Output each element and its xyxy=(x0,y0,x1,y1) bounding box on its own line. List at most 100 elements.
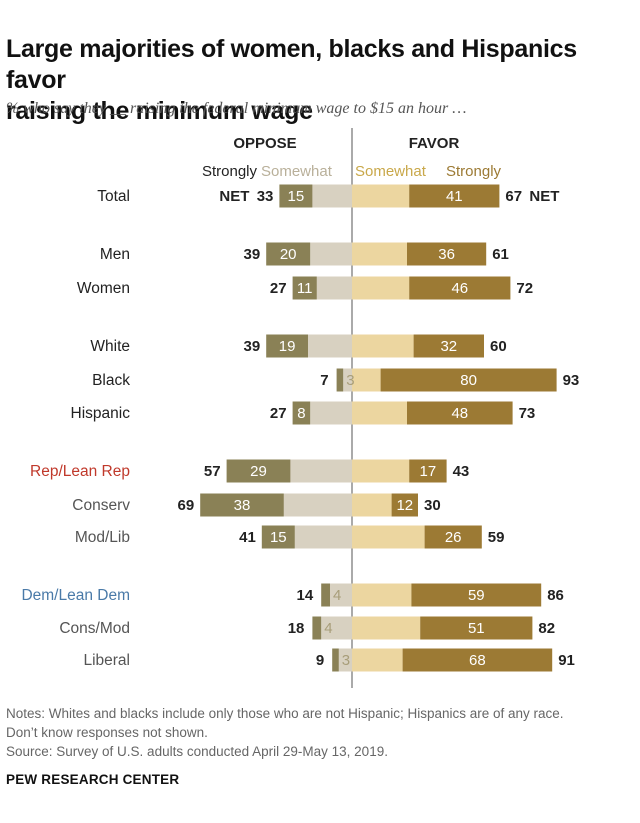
bar-favor-strongly xyxy=(409,459,447,483)
note-source: Source: Survey of U.S. adults conducted … xyxy=(6,744,388,759)
bar-oppose-strongly xyxy=(321,583,330,607)
top-border xyxy=(0,0,640,8)
label-oppose-net: 27 xyxy=(270,280,287,297)
bar-oppose-strongly xyxy=(312,616,322,640)
bar-favor-strongly xyxy=(409,276,511,300)
bar-oppose-strongly xyxy=(332,648,339,672)
label-favor-strongly: 32 xyxy=(440,338,457,355)
label-favor-net: 82 xyxy=(538,620,555,637)
bar-favor-strongly xyxy=(407,242,487,266)
bar-oppose-somewhat xyxy=(310,242,352,266)
bar-favor-somewhat xyxy=(352,648,403,672)
label-favor-net: 73 xyxy=(519,405,536,422)
bar-oppose-somewhat xyxy=(308,334,352,358)
label-favor-net: 91 xyxy=(558,652,575,669)
bar-favor-somewhat xyxy=(352,459,410,483)
label-favor-net: 93 xyxy=(563,372,580,389)
label-oppose-net: 57 xyxy=(204,463,221,480)
bar-oppose-strongly xyxy=(279,184,313,208)
bar-oppose-somewhat xyxy=(294,525,352,549)
bar-favor-strongly xyxy=(380,368,557,392)
label-oppose-net: 39 xyxy=(244,338,261,355)
bar-favor-somewhat xyxy=(352,368,381,392)
label-favor-net: 72 xyxy=(516,280,533,297)
label-oppose-strongly: 11 xyxy=(297,280,313,297)
label-favor-net: 43 xyxy=(453,463,470,480)
bar-oppose-somewhat xyxy=(321,616,352,640)
row-label: Cons/Mod xyxy=(59,620,130,637)
label-favor-strongly: 59 xyxy=(468,587,485,604)
bar-oppose-strongly xyxy=(266,242,311,266)
bar-favor-strongly xyxy=(409,184,500,208)
chart-subtitle: % who say they __ raising the federal mi… xyxy=(6,100,467,117)
label-oppose-net: 27 xyxy=(270,405,287,422)
legend-favor-somewhat: Somewhat xyxy=(355,163,427,180)
row-label: Rep/Lean Rep xyxy=(30,463,130,480)
label-oppose-net: 33 xyxy=(257,188,274,205)
bar-oppose-somewhat xyxy=(312,184,352,208)
row-label: Total xyxy=(97,188,130,205)
bar-favor-strongly xyxy=(402,648,553,672)
bar-favor-strongly xyxy=(407,401,513,425)
label-oppose-net: 14 xyxy=(297,587,314,604)
label-favor-net: 61 xyxy=(492,246,509,263)
label-oppose-net: 39 xyxy=(244,246,261,263)
bar-favor-somewhat xyxy=(352,616,421,640)
legend-favor-strongly: Strongly xyxy=(446,163,502,180)
row-label: Dem/Lean Dem xyxy=(21,587,130,604)
bar-oppose-somewhat xyxy=(316,276,352,300)
row-label: Conserv xyxy=(72,497,130,514)
row-label: Women xyxy=(77,280,130,297)
bar-favor-strongly xyxy=(413,334,484,358)
row-label: Black xyxy=(92,372,130,389)
legend-oppose-strongly: Strongly xyxy=(202,163,258,180)
label-favor-strongly: 46 xyxy=(451,280,468,297)
label-favor-strongly: 48 xyxy=(451,405,468,422)
bar-favor-somewhat xyxy=(352,276,410,300)
bar-favor-somewhat xyxy=(352,583,412,607)
bar-oppose-somewhat xyxy=(310,401,352,425)
bar-oppose-strongly xyxy=(200,493,284,517)
label-oppose-strongly: 38 xyxy=(234,497,251,514)
net-label-oppose: NET xyxy=(219,188,249,205)
note-line-2: Don’t know responses not shown. xyxy=(6,725,208,740)
label-oppose-net: 7 xyxy=(320,372,328,389)
bar-favor-somewhat xyxy=(352,242,407,266)
bar-favor-somewhat xyxy=(352,184,410,208)
label-oppose-net: 69 xyxy=(178,497,195,514)
row-label: Mod/Lib xyxy=(75,529,130,546)
bar-favor-strongly xyxy=(391,493,418,517)
bar-favor-somewhat xyxy=(352,525,425,549)
bar-oppose-somewhat xyxy=(283,493,352,517)
bar-oppose-somewhat xyxy=(343,368,352,392)
label-oppose-strongly: 8 xyxy=(297,405,305,422)
bar-oppose-somewhat xyxy=(330,583,352,607)
label-oppose-net: 9 xyxy=(316,652,324,669)
label-favor-net: 59 xyxy=(488,529,505,546)
label-favor-net: 86 xyxy=(547,587,564,604)
note-line-1: Notes: Whites and blacks include only th… xyxy=(6,706,564,721)
bar-favor-somewhat xyxy=(352,334,414,358)
bar-oppose-strongly xyxy=(226,459,291,483)
bar-favor-strongly xyxy=(411,583,542,607)
label-favor-net: 67 xyxy=(505,188,522,205)
label-oppose-strongly: 20 xyxy=(280,246,297,263)
label-favor-strongly: 26 xyxy=(445,529,462,546)
row-label: Liberal xyxy=(83,652,130,669)
label-oppose-strongly: 15 xyxy=(270,529,287,546)
bar-oppose-strongly xyxy=(292,276,317,300)
net-label-favor: NET xyxy=(529,188,559,205)
label-oppose-strongly: 15 xyxy=(288,188,305,205)
chart-title: Large majorities of women, blacks and Hi… xyxy=(6,34,634,127)
bar-favor-strongly xyxy=(424,525,482,549)
label-favor-strongly: 80 xyxy=(460,372,477,389)
favor-header: FAVOR xyxy=(409,135,460,152)
label-oppose-strongly: 4 xyxy=(333,587,341,604)
bar-oppose-strongly xyxy=(292,401,311,425)
legend-oppose-somewhat: Somewhat xyxy=(261,163,333,180)
oppose-header: OPPOSE xyxy=(233,135,296,152)
bar-oppose-strongly xyxy=(336,368,344,392)
label-oppose-strongly: 4 xyxy=(324,620,332,637)
label-favor-strongly: 41 xyxy=(446,188,463,205)
